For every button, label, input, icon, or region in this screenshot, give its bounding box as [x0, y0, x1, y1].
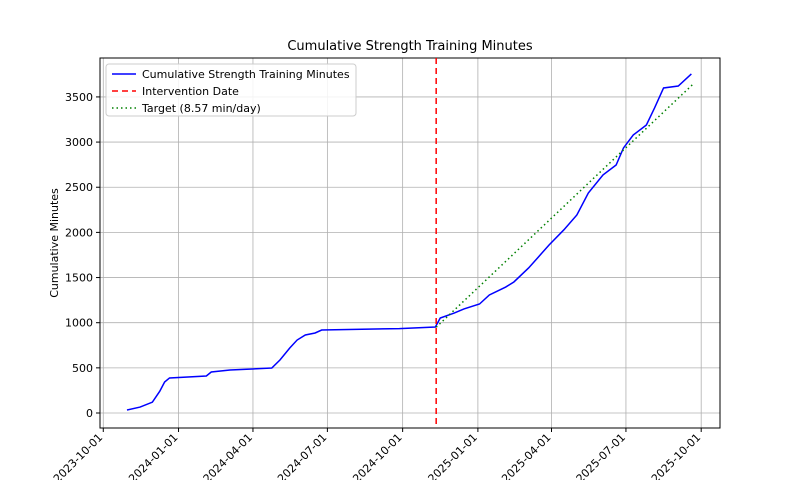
series-line [435, 83, 694, 328]
y-tick-label: 1000 [65, 317, 93, 330]
chart-title: Cumulative Strength Training Minutes [287, 39, 533, 54]
x-tick-label: 2025-07-01 [574, 431, 628, 480]
x-tick-label: 2025-04-01 [499, 431, 553, 480]
x-tick-label: 2023-10-01 [51, 431, 105, 480]
series-line [126, 73, 692, 411]
x-tick-label: 2025-10-01 [649, 431, 703, 480]
x-tick-label: 2024-04-01 [201, 431, 255, 480]
y-axis-label: Cumulative Minutes [48, 188, 61, 298]
legend-label: Intervention Date [142, 85, 239, 98]
legend-label: Cumulative Strength Training Minutes [142, 68, 350, 81]
y-tick-label: 2500 [65, 181, 93, 194]
x-tick-label: 2024-01-01 [126, 431, 180, 480]
legend-box [105, 63, 357, 117]
y-tick-label: 0 [86, 407, 93, 420]
x-tick-label: 2025-01-01 [426, 431, 480, 480]
y-tick-label: 3000 [65, 136, 93, 149]
y-tick-label: 3500 [65, 91, 93, 104]
x-tick-label: 2024-07-01 [275, 431, 329, 480]
y-tick-label: 1500 [65, 272, 93, 285]
y-tick-label: 2000 [65, 226, 93, 239]
y-tick-label: 500 [72, 362, 93, 375]
plot-frame [99, 57, 721, 429]
legend-label: Target (8.57 min/day) [141, 102, 261, 115]
x-tick-label: 2024-10-01 [350, 431, 404, 480]
